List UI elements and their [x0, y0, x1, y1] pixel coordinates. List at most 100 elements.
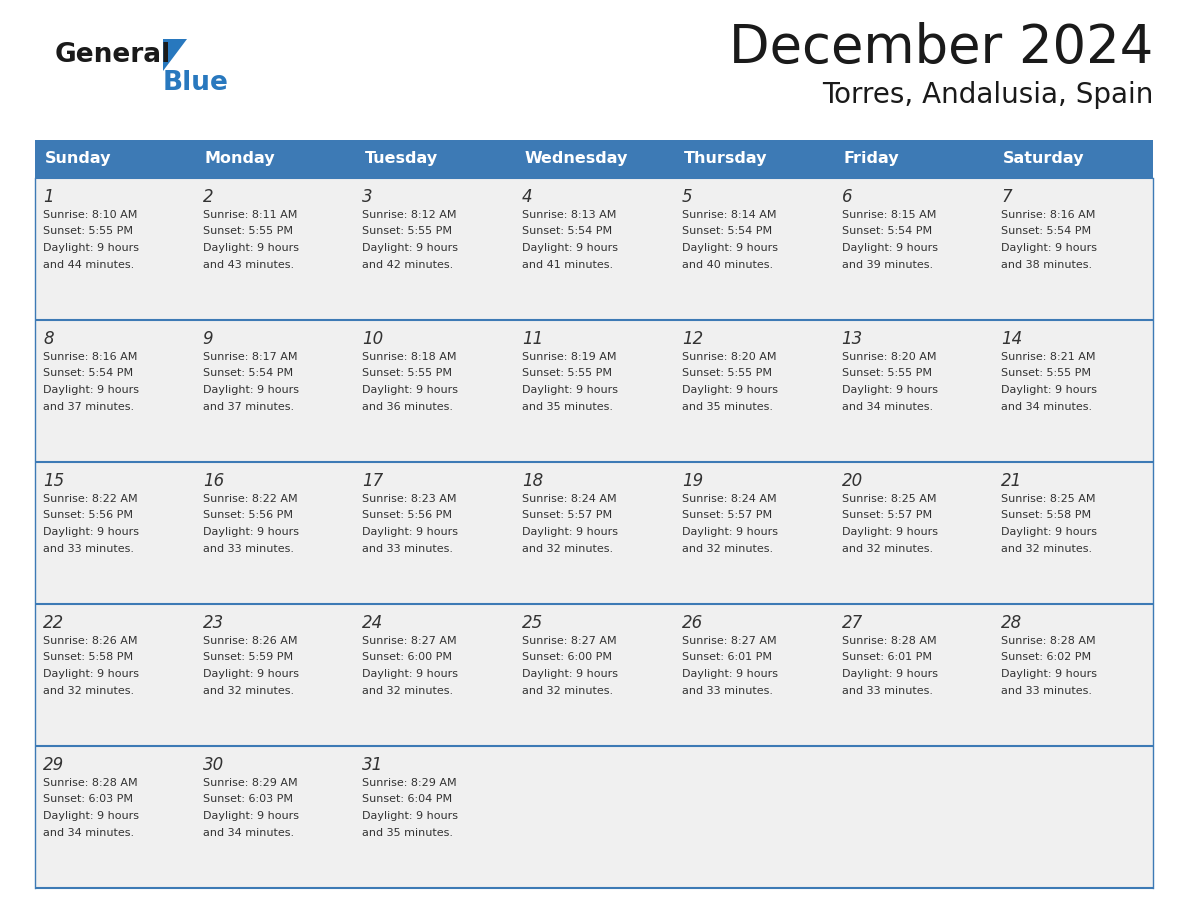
Text: 21: 21	[1001, 472, 1023, 490]
Text: 7: 7	[1001, 188, 1012, 206]
Text: Sunset: 6:01 PM: Sunset: 6:01 PM	[682, 653, 772, 663]
Text: Daylight: 9 hours: Daylight: 9 hours	[43, 811, 139, 821]
Text: and 32 minutes.: and 32 minutes.	[682, 543, 773, 554]
Text: Daylight: 9 hours: Daylight: 9 hours	[1001, 385, 1098, 395]
Text: Sunrise: 8:23 AM: Sunrise: 8:23 AM	[362, 494, 457, 504]
Text: Sunrise: 8:29 AM: Sunrise: 8:29 AM	[203, 778, 297, 788]
Text: Thursday: Thursday	[684, 151, 767, 166]
Text: Sunset: 5:59 PM: Sunset: 5:59 PM	[203, 653, 292, 663]
Text: Sunset: 5:54 PM: Sunset: 5:54 PM	[1001, 227, 1092, 237]
Text: and 34 minutes.: and 34 minutes.	[43, 827, 134, 837]
Text: 29: 29	[43, 756, 64, 774]
Text: 13: 13	[841, 330, 862, 348]
Text: Sunrise: 8:16 AM: Sunrise: 8:16 AM	[43, 352, 138, 362]
Text: and 36 minutes.: and 36 minutes.	[362, 401, 454, 411]
Bar	[354, 140, 514, 178]
Text: Daylight: 9 hours: Daylight: 9 hours	[841, 243, 937, 253]
Text: and 32 minutes.: and 32 minutes.	[203, 686, 293, 696]
Bar	[34, 320, 1154, 462]
Text: Daylight: 9 hours: Daylight: 9 hours	[43, 243, 139, 253]
Text: Sunset: 5:56 PM: Sunset: 5:56 PM	[203, 510, 292, 521]
Text: and 34 minutes.: and 34 minutes.	[203, 827, 293, 837]
Text: and 37 minutes.: and 37 minutes.	[43, 401, 134, 411]
Bar	[34, 140, 195, 178]
Text: 11: 11	[523, 330, 543, 348]
Text: 20: 20	[841, 472, 862, 490]
Text: 17: 17	[362, 472, 384, 490]
Text: Sunset: 5:58 PM: Sunset: 5:58 PM	[43, 653, 133, 663]
Text: Sunset: 5:54 PM: Sunset: 5:54 PM	[43, 368, 133, 378]
Text: Sunrise: 8:14 AM: Sunrise: 8:14 AM	[682, 210, 776, 220]
Text: Sunset: 5:55 PM: Sunset: 5:55 PM	[43, 227, 133, 237]
Text: and 39 minutes.: and 39 minutes.	[841, 260, 933, 270]
Text: Sunrise: 8:22 AM: Sunrise: 8:22 AM	[43, 494, 138, 504]
Text: Daylight: 9 hours: Daylight: 9 hours	[43, 527, 139, 537]
Text: Sunrise: 8:10 AM: Sunrise: 8:10 AM	[43, 210, 138, 220]
Text: Torres, Andalusia, Spain: Torres, Andalusia, Spain	[822, 81, 1154, 109]
Polygon shape	[163, 39, 187, 71]
Text: Sunset: 5:55 PM: Sunset: 5:55 PM	[362, 227, 453, 237]
Text: and 34 minutes.: and 34 minutes.	[1001, 401, 1093, 411]
Text: Sunrise: 8:26 AM: Sunrise: 8:26 AM	[43, 636, 138, 646]
Text: and 38 minutes.: and 38 minutes.	[1001, 260, 1093, 270]
Text: Sunset: 5:54 PM: Sunset: 5:54 PM	[841, 227, 931, 237]
Text: Sunset: 6:00 PM: Sunset: 6:00 PM	[523, 653, 612, 663]
Text: and 32 minutes.: and 32 minutes.	[523, 686, 613, 696]
Text: Monday: Monday	[204, 151, 276, 166]
Text: 16: 16	[203, 472, 225, 490]
Text: Sunset: 5:54 PM: Sunset: 5:54 PM	[682, 227, 772, 237]
Text: Sunset: 5:58 PM: Sunset: 5:58 PM	[1001, 510, 1092, 521]
Text: Daylight: 9 hours: Daylight: 9 hours	[841, 669, 937, 679]
Text: Sunset: 5:55 PM: Sunset: 5:55 PM	[362, 368, 453, 378]
Text: 10: 10	[362, 330, 384, 348]
Text: 22: 22	[43, 614, 64, 632]
Text: Sunset: 6:03 PM: Sunset: 6:03 PM	[203, 794, 292, 804]
Text: Daylight: 9 hours: Daylight: 9 hours	[1001, 669, 1098, 679]
Text: and 32 minutes.: and 32 minutes.	[523, 543, 613, 554]
Text: Daylight: 9 hours: Daylight: 9 hours	[203, 527, 298, 537]
Text: 8: 8	[43, 330, 53, 348]
Text: Daylight: 9 hours: Daylight: 9 hours	[682, 527, 778, 537]
Text: 23: 23	[203, 614, 225, 632]
Text: and 33 minutes.: and 33 minutes.	[1001, 686, 1092, 696]
Text: Daylight: 9 hours: Daylight: 9 hours	[523, 527, 618, 537]
Text: Sunset: 5:55 PM: Sunset: 5:55 PM	[523, 368, 612, 378]
Text: Friday: Friday	[843, 151, 899, 166]
Text: and 33 minutes.: and 33 minutes.	[43, 543, 134, 554]
Text: Sunset: 6:00 PM: Sunset: 6:00 PM	[362, 653, 453, 663]
Text: Sunset: 5:57 PM: Sunset: 5:57 PM	[682, 510, 772, 521]
Text: Sunrise: 8:28 AM: Sunrise: 8:28 AM	[841, 636, 936, 646]
Text: 30: 30	[203, 756, 225, 774]
Text: Daylight: 9 hours: Daylight: 9 hours	[1001, 243, 1098, 253]
Text: Daylight: 9 hours: Daylight: 9 hours	[682, 669, 778, 679]
Bar	[34, 746, 1154, 888]
Text: Daylight: 9 hours: Daylight: 9 hours	[841, 385, 937, 395]
Text: Sunrise: 8:29 AM: Sunrise: 8:29 AM	[362, 778, 457, 788]
Text: and 40 minutes.: and 40 minutes.	[682, 260, 773, 270]
Bar	[34, 604, 1154, 746]
Text: Sunrise: 8:27 AM: Sunrise: 8:27 AM	[523, 636, 617, 646]
Text: Sunrise: 8:16 AM: Sunrise: 8:16 AM	[1001, 210, 1095, 220]
Text: Sunset: 6:01 PM: Sunset: 6:01 PM	[841, 653, 931, 663]
Text: Sunrise: 8:26 AM: Sunrise: 8:26 AM	[203, 636, 297, 646]
Text: and 43 minutes.: and 43 minutes.	[203, 260, 293, 270]
Text: and 32 minutes.: and 32 minutes.	[43, 686, 134, 696]
Bar	[514, 140, 674, 178]
Bar	[34, 462, 1154, 604]
Text: Sunday: Sunday	[45, 151, 112, 166]
Text: Daylight: 9 hours: Daylight: 9 hours	[203, 669, 298, 679]
Text: 25: 25	[523, 614, 543, 632]
Text: and 33 minutes.: and 33 minutes.	[203, 543, 293, 554]
Text: and 32 minutes.: and 32 minutes.	[1001, 543, 1093, 554]
Text: Daylight: 9 hours: Daylight: 9 hours	[682, 385, 778, 395]
Bar	[34, 178, 1154, 320]
Text: Daylight: 9 hours: Daylight: 9 hours	[362, 527, 459, 537]
Text: 12: 12	[682, 330, 703, 348]
Text: and 41 minutes.: and 41 minutes.	[523, 260, 613, 270]
Text: Saturday: Saturday	[1004, 151, 1085, 166]
Text: Sunrise: 8:17 AM: Sunrise: 8:17 AM	[203, 352, 297, 362]
Text: Daylight: 9 hours: Daylight: 9 hours	[43, 669, 139, 679]
Text: Sunset: 6:03 PM: Sunset: 6:03 PM	[43, 794, 133, 804]
Text: 19: 19	[682, 472, 703, 490]
Text: Daylight: 9 hours: Daylight: 9 hours	[362, 811, 459, 821]
